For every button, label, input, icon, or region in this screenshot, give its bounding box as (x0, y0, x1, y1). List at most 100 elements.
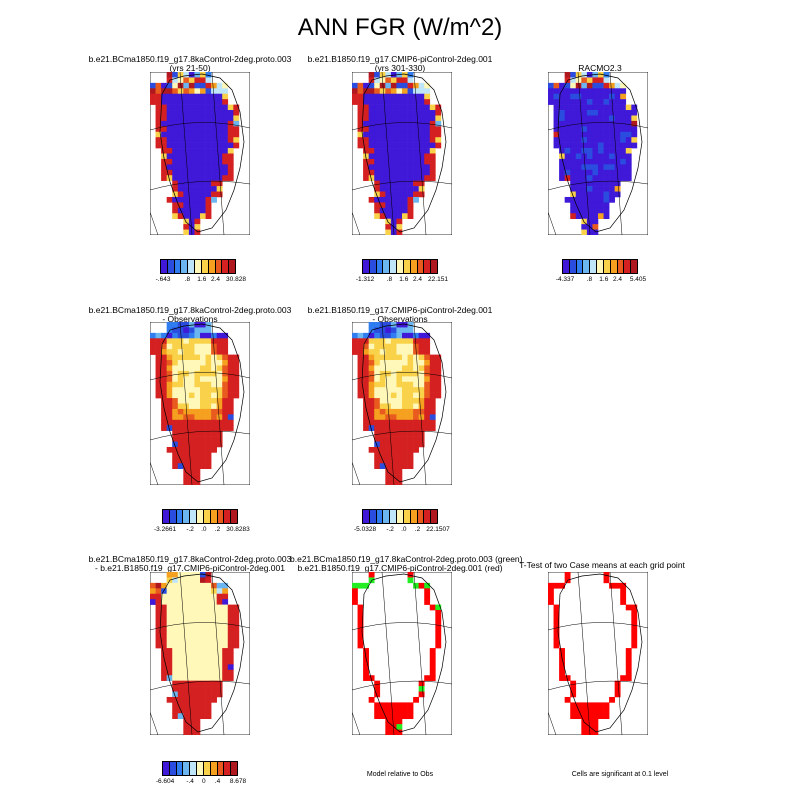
longitude-line (381, 572, 395, 735)
grid-cell (418, 691, 425, 698)
grid-cell (183, 425, 190, 431)
grid-cell (211, 196, 217, 203)
grid-cell (374, 414, 381, 421)
grid-cell (390, 343, 397, 350)
grid-cell (172, 360, 179, 366)
grid-cell (172, 142, 179, 149)
grid-cell (222, 610, 229, 616)
grid-cell (553, 115, 560, 122)
grid-cell (177, 354, 184, 361)
grid-cell (211, 381, 217, 388)
grid-cell (603, 186, 610, 192)
grid-cell (603, 213, 610, 219)
grid-cell (172, 332, 179, 339)
grid-cell (155, 593, 162, 600)
grid-cell (222, 615, 229, 622)
grid-cell (188, 642, 195, 649)
grid-cell (227, 637, 234, 643)
grid-cell (598, 99, 604, 105)
grid-cell (564, 120, 571, 127)
grid-cell (177, 582, 184, 589)
grid-cell (200, 88, 206, 95)
grid-cell (592, 99, 599, 105)
grid-cell (205, 658, 212, 665)
grid-cell (603, 713, 610, 719)
grid-cell (413, 332, 419, 339)
colorbar-swatch (610, 260, 618, 273)
grid-cell (183, 441, 190, 448)
latitude-line (352, 680, 452, 691)
grid-cell (216, 436, 223, 442)
grid-cell (559, 675, 565, 681)
grid-cell (194, 115, 201, 122)
grid-cell (183, 196, 190, 203)
colorbar-swatch (176, 762, 184, 775)
grid-cell (183, 175, 190, 181)
grid-cell (177, 452, 184, 459)
grid-cell (150, 593, 156, 600)
grid-cell (172, 158, 179, 165)
grid-cell (413, 169, 419, 176)
grid-cell (211, 631, 217, 638)
grid-cell (216, 354, 223, 361)
grid-cell (183, 202, 190, 209)
grid-cell (188, 582, 195, 589)
grid-cell (183, 675, 190, 681)
grid-cell (620, 588, 627, 595)
grid-cell (581, 104, 588, 111)
grid-cell (188, 387, 195, 393)
grid-cell (592, 110, 599, 116)
latitude-line (352, 622, 452, 631)
grid-cell (161, 414, 167, 421)
grid-cell (592, 718, 599, 725)
grid-cell (177, 615, 184, 622)
grid-cell (374, 82, 381, 89)
grid-cell (200, 691, 206, 698)
grid-cell (413, 414, 419, 421)
grid-cell (559, 169, 565, 176)
grid-cell (166, 653, 173, 660)
grid-cell (205, 593, 212, 600)
grid-cell (357, 142, 364, 149)
grid-cell (205, 120, 212, 127)
grid-cell (374, 213, 381, 219)
grid-cell (222, 637, 229, 643)
grid-cell (183, 387, 190, 393)
grid-cell (581, 88, 588, 95)
grid-cell (188, 343, 195, 350)
grid-cell (379, 196, 386, 203)
grid-cell (385, 202, 392, 209)
grid-cell (205, 430, 212, 437)
grid-cell (363, 164, 369, 171)
grid-cell (172, 327, 179, 334)
grid-cell (155, 376, 162, 383)
coastline (361, 573, 447, 733)
grid-cell (194, 713, 201, 719)
grid-cell (553, 604, 560, 611)
grid-cell (379, 365, 386, 372)
grid-cell (586, 713, 593, 719)
grid-cell (177, 158, 184, 165)
grid-cell (188, 93, 195, 100)
grid-cell (194, 430, 201, 437)
grid-cell (368, 354, 375, 361)
grid-cell (177, 142, 184, 149)
grid-cell (222, 403, 229, 410)
grid-cell (177, 115, 184, 122)
grid-cell (575, 88, 582, 95)
grid-cell (413, 360, 419, 366)
grid-cell (598, 148, 604, 154)
grid-cell (166, 115, 173, 122)
grid-cell (177, 713, 184, 719)
grid-cell (233, 604, 240, 611)
grid-cell (390, 403, 397, 410)
panel3-title: RACMO2.3 (578, 63, 622, 73)
grid-cell (211, 686, 217, 692)
grid-cell (390, 463, 397, 469)
grid-cell (177, 637, 184, 643)
grid-cell (368, 392, 375, 399)
grid-cell (211, 414, 217, 421)
grid-cells (352, 72, 442, 235)
grid-cell (413, 120, 419, 127)
grid-cell (222, 593, 229, 600)
